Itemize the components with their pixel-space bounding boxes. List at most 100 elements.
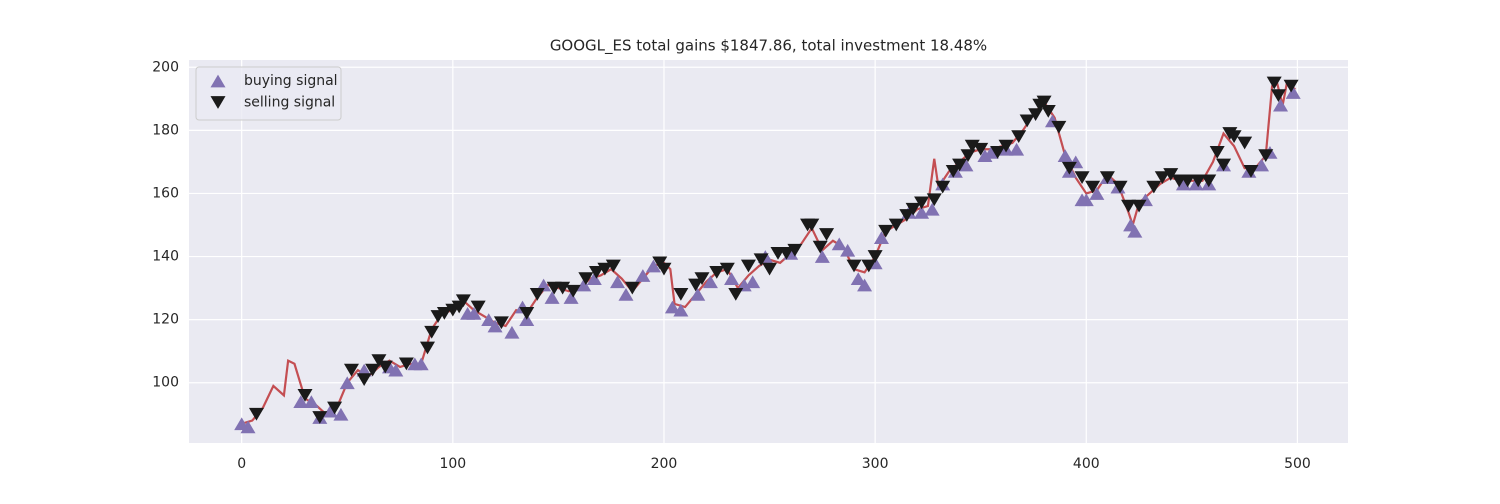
signal-marker <box>664 300 680 314</box>
signal-marker <box>529 288 545 301</box>
signal-marker <box>814 250 830 263</box>
signal-marker <box>914 196 930 210</box>
signal-marker <box>487 319 503 333</box>
signal-marker <box>588 265 604 279</box>
signal-marker <box>1190 174 1206 188</box>
signal-marker <box>339 376 355 390</box>
signal-marker <box>983 146 999 159</box>
signal-marker <box>356 373 372 386</box>
signal-marker <box>1036 95 1052 109</box>
y-tick-label: 120 <box>152 312 179 328</box>
signal-marker <box>905 202 921 216</box>
signal-marker <box>998 139 1014 153</box>
signal-marker <box>1061 161 1077 175</box>
signal-marker <box>857 278 873 292</box>
signal-marker <box>1201 174 1217 188</box>
signal-marker <box>728 288 744 301</box>
signal-marker <box>1254 158 1270 172</box>
signal-marker <box>645 259 661 273</box>
y-tick-label: 200 <box>152 59 179 75</box>
signal-marker <box>878 224 894 238</box>
signal-marker <box>297 388 313 402</box>
signal-marker <box>470 300 486 314</box>
signal-marker <box>1237 136 1253 150</box>
signal-marker <box>1040 105 1056 118</box>
signal-marker <box>1099 171 1115 185</box>
signal-marker <box>1243 164 1259 178</box>
signal-marker <box>303 395 319 409</box>
signal-marker <box>850 272 866 286</box>
signal-marker <box>719 262 735 276</box>
signal-marker <box>322 404 338 418</box>
signal-marker <box>1188 177 1204 191</box>
signal-marker <box>343 363 359 377</box>
signal-marker <box>544 291 560 304</box>
signal-marker <box>388 363 404 377</box>
signal-marker <box>740 259 756 273</box>
signal-marker <box>694 272 710 286</box>
plot-area <box>189 60 1348 443</box>
signal-marker <box>635 269 651 282</box>
signal-marker <box>945 164 961 178</box>
signal-marker <box>673 303 689 317</box>
signal-marker <box>688 278 704 292</box>
signal-marker <box>702 275 718 289</box>
signal-marker <box>762 262 778 276</box>
signal-marker <box>745 275 761 289</box>
signal-marker <box>1209 146 1225 159</box>
signal-marker <box>565 284 581 298</box>
signal-marker <box>1175 177 1191 191</box>
signal-marker <box>778 247 794 260</box>
x-tick-label: 500 <box>1284 456 1311 472</box>
signal-marker <box>365 363 381 377</box>
signal-marker <box>673 288 689 301</box>
signal-marker <box>413 357 429 371</box>
signal-marker <box>481 313 497 327</box>
legend-marker <box>210 74 226 88</box>
signal-marker <box>424 325 440 339</box>
signal-marker <box>709 265 725 279</box>
signal-marker <box>924 202 940 216</box>
signal-marker <box>952 158 968 172</box>
signal-marker <box>1258 149 1274 162</box>
x-tick-label: 200 <box>651 456 678 472</box>
signal-marker <box>398 357 414 371</box>
signal-marker <box>899 209 915 222</box>
x-tick-label: 100 <box>439 456 466 472</box>
signal-marker <box>1051 120 1067 134</box>
signal-marker <box>1011 130 1027 144</box>
signal-marker <box>1089 187 1105 200</box>
signal-marker <box>958 158 974 172</box>
signal-marker <box>1163 168 1179 181</box>
signal-marker <box>610 275 626 289</box>
signal-marker <box>753 253 769 267</box>
signal-marker <box>1270 89 1286 103</box>
signal-marker <box>248 407 264 421</box>
signal-marker <box>586 272 602 286</box>
signal-marker <box>1085 180 1101 194</box>
signal-marker <box>1078 193 1094 207</box>
signal-marker <box>690 288 706 301</box>
signal-marker <box>888 218 904 232</box>
x-tick-label: 300 <box>862 456 889 472</box>
signal-marker <box>240 420 256 434</box>
signal-marker <box>812 240 828 254</box>
signal-marker <box>597 262 613 276</box>
signal-marker <box>605 259 621 273</box>
legend-box <box>195 66 342 121</box>
signal-marker <box>576 278 592 292</box>
x-tick-label: 400 <box>1073 456 1100 472</box>
signal-marker <box>1216 158 1232 172</box>
signal-marker <box>831 237 847 251</box>
signal-marker <box>563 291 579 304</box>
signal-marker <box>867 250 883 263</box>
y-tick-label: 100 <box>152 375 179 391</box>
signal-marker <box>1019 114 1035 128</box>
signal-marker <box>1266 76 1282 90</box>
signal-marker <box>618 288 634 301</box>
signal-marker <box>493 316 509 330</box>
signal-marker <box>846 259 862 273</box>
signal-marker <box>787 243 803 257</box>
signal-marker <box>960 149 976 162</box>
signal-marker <box>1009 142 1025 156</box>
